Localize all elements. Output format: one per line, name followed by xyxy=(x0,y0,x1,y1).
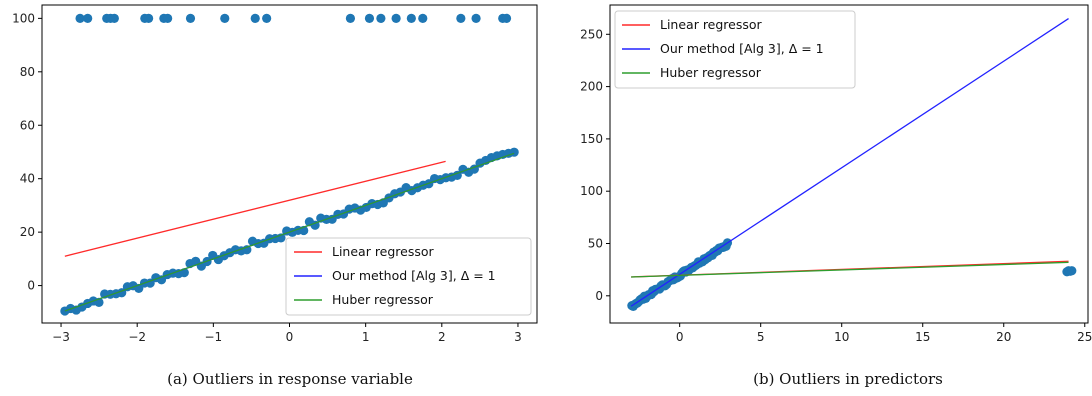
legend-label-ours-a: Our method [Alg 3], Δ = 1 xyxy=(332,268,496,283)
x-tick-label-b: 0 xyxy=(676,330,684,344)
legend-b: Linear regressor Our method [Alg 3], Δ =… xyxy=(614,10,856,89)
x-tick-label-a: 1 xyxy=(362,330,370,344)
caption-a: (a) Outliers in response variable xyxy=(167,370,413,388)
y-tick-label-b: 150 xyxy=(580,132,603,146)
outlier-point-a xyxy=(345,13,356,23)
regression-line-linear-a xyxy=(64,160,446,257)
x-tick-label-a: −2 xyxy=(128,330,146,344)
outlier-point-a xyxy=(75,13,85,23)
y-tick-label-b: 0 xyxy=(595,289,603,303)
x-tick-label-b: 10 xyxy=(834,330,849,344)
outlier-point-a xyxy=(144,13,154,23)
outlier-point-a xyxy=(220,13,230,23)
y-tick-label-a: 60 xyxy=(20,118,35,132)
outlier-point-a xyxy=(376,13,386,23)
x-tick-label-a: 2 xyxy=(438,330,446,344)
x-tick-label-a: −1 xyxy=(204,330,222,344)
outlier-point-a xyxy=(83,13,93,23)
x-tick-label-b: 15 xyxy=(915,330,930,344)
legend-label-huber-b: Huber regressor xyxy=(660,65,762,80)
outlier-point-a xyxy=(456,13,466,23)
outlier-point-a xyxy=(185,13,196,23)
outlier-point-a xyxy=(391,13,401,23)
inlier-point-a xyxy=(509,147,519,157)
outlier-point-b xyxy=(1067,266,1077,276)
legend-box-a xyxy=(285,237,532,316)
y-tick-label-b: 50 xyxy=(588,237,603,251)
x-tick-label-a: −3 xyxy=(52,330,70,344)
y-tick-label-a: 100 xyxy=(12,11,35,25)
legend-box-b xyxy=(614,10,856,89)
y-tick-label-a: 0 xyxy=(27,279,35,293)
series-lines-a xyxy=(64,152,515,312)
regression-line-ours-b xyxy=(630,18,1069,307)
outlier-point-a xyxy=(250,13,260,23)
outlier-point-a xyxy=(501,13,512,23)
legend-a: Linear regressor Our method [Alg 3], Δ =… xyxy=(285,237,532,316)
legend-label-linear-a: Linear regressor xyxy=(332,244,435,259)
outlier-point-a xyxy=(163,13,173,23)
series-lines-b xyxy=(630,18,1069,307)
x-tick-label-b: 5 xyxy=(757,330,765,344)
y-axis-ticks-a: 0 20 40 60 80 100 xyxy=(12,11,42,293)
outlier-point-a xyxy=(471,13,481,23)
regression-line-huber-a xyxy=(64,152,515,312)
x-axis-ticks-b: 0 5 10 15 20 25 xyxy=(676,323,1092,344)
y-tick-label-b: 250 xyxy=(580,27,603,41)
y-tick-label-a: 80 xyxy=(20,65,35,79)
y-tick-label-a: 40 xyxy=(20,172,35,186)
x-tick-label-a: 3 xyxy=(514,330,522,344)
legend-label-huber-a: Huber regressor xyxy=(332,292,434,307)
y-tick-label-b: 200 xyxy=(580,80,603,94)
x-axis-ticks-a: −3 −2 −1 0 1 2 3 xyxy=(52,323,522,344)
y-tick-label-b: 100 xyxy=(580,184,603,198)
caption-b: (b) Outliers in predictors xyxy=(753,370,943,388)
regression-line-huber-b xyxy=(631,261,1069,278)
x-tick-label-b: 20 xyxy=(996,330,1011,344)
outlier-point-a xyxy=(418,13,428,23)
x-tick-label-b: 25 xyxy=(1077,330,1092,344)
outlier-point-a xyxy=(406,13,416,23)
outlier-point-a xyxy=(109,13,119,23)
legend-label-linear-b: Linear regressor xyxy=(660,17,763,32)
chart-panel-b: 0 5 10 15 20 25 0 50 100 150 200 250 Linear regres… xyxy=(580,4,1092,388)
y-axis-ticks-b: 0 50 100 150 200 250 xyxy=(580,27,610,303)
y-tick-label-a: 20 xyxy=(20,225,35,239)
outlier-point-a xyxy=(364,13,375,23)
outlier-point-a xyxy=(262,13,272,23)
legend-label-ours-b: Our method [Alg 3], Δ = 1 xyxy=(660,41,824,56)
x-tick-label-a: 0 xyxy=(286,330,294,344)
chart-panel-a: −3 −2 −1 0 1 2 3 0 20 40 60 80 100 Linear regressor… xyxy=(12,4,538,388)
